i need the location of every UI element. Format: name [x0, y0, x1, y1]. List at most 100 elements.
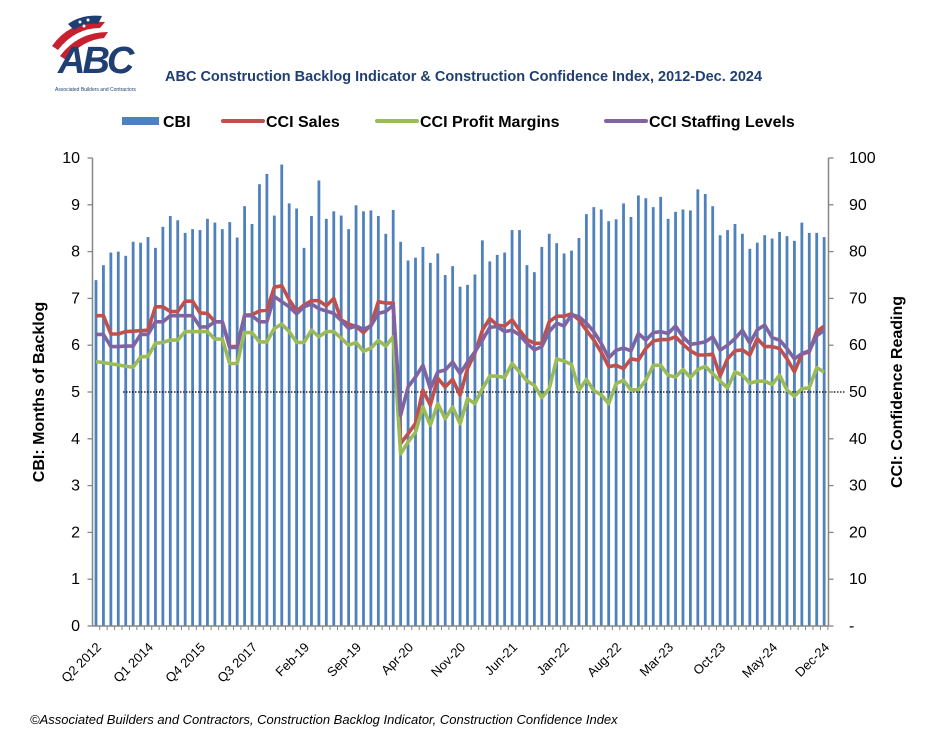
cbi-bar: [295, 208, 299, 626]
cbi-bar: [94, 280, 98, 626]
cbi-bar: [644, 198, 648, 627]
cbi-bar: [258, 184, 261, 626]
cbi-bar: [822, 237, 826, 627]
left-tick-label: 2: [71, 524, 80, 541]
cbi-bar: [369, 210, 373, 626]
cbi-bar: [651, 207, 655, 626]
right-tick-label: 90: [849, 197, 867, 214]
cbi-bar: [555, 243, 559, 626]
cbi-bar: [213, 222, 217, 627]
cbi-bar: [622, 203, 625, 626]
right-axis-title: CCI: Confidence Reading: [889, 296, 906, 488]
cbi-bar: [681, 209, 685, 627]
series-line-cci-profit-margins: [95, 322, 825, 456]
cbi-bar: [332, 211, 336, 627]
cbi-bar: [131, 241, 135, 626]
cbi-bar: [570, 250, 573, 626]
x-tick-label: Aug-22: [584, 640, 624, 680]
cbi-bar: [718, 235, 722, 626]
right-tick-label: 20: [849, 524, 867, 541]
cbi-bar: [599, 209, 603, 627]
cbi-bar: [287, 203, 291, 626]
x-tick-label: Feb-19: [272, 640, 312, 680]
x-tick-label: Nov-20: [428, 640, 468, 680]
cbi-bar: [116, 251, 120, 626]
cbi-bar: [191, 229, 194, 627]
cbi-bar: [532, 272, 536, 626]
cbi-bar: [250, 223, 254, 626]
cbi-bar: [607, 221, 611, 626]
legend-item-cci-staffing-levels[interactable]: CCI Staffing Levels: [604, 114, 795, 131]
cbi-bar: [280, 164, 284, 626]
cbi-bar: [161, 226, 165, 626]
cbi-bar: [243, 206, 246, 627]
left-tick-label: 3: [71, 478, 80, 495]
chart-title: ABC Construction Backlog Indicator & Con…: [165, 69, 762, 85]
cbi-bar: [666, 218, 670, 626]
cbi-bar: [376, 216, 380, 627]
cbi-bar: [815, 232, 819, 626]
x-tick-label: Q1 2014: [110, 640, 156, 686]
cbi-bar: [339, 215, 343, 626]
cbi-bar: [384, 233, 388, 627]
cbi-bar: [547, 233, 551, 627]
cbi-bar: [584, 214, 588, 626]
left-tick-label: 1: [71, 571, 80, 588]
x-tick-label: Q4 2015: [162, 640, 208, 686]
x-tick-label: May-24: [739, 640, 780, 681]
cbi-bar: [466, 284, 469, 626]
cbi-bar: [414, 257, 417, 626]
cbi-bar: [577, 238, 581, 626]
cbi-bar: [198, 230, 202, 626]
legend-label-cbi: CBI: [163, 114, 191, 131]
cbi-bar: [659, 196, 663, 626]
cbi-bar: [220, 229, 224, 627]
cbi-bar: [310, 216, 313, 627]
cbi-bar: [265, 173, 269, 627]
logo-subtext: Associated Builders and Contractors: [55, 87, 136, 93]
cbi-bar: [302, 247, 306, 626]
legend-item-cbi[interactable]: CBI: [122, 114, 191, 131]
cbi-bar: [726, 230, 729, 626]
cbi-bar: [124, 255, 128, 626]
cbi-bar: [354, 205, 358, 626]
legend-item-cci-sales[interactable]: CCI Sales: [221, 114, 340, 131]
cbi-bar: [228, 222, 232, 626]
right-tick-label: 70: [849, 290, 867, 307]
right-tick-label: 50: [849, 384, 867, 401]
left-tick-label: 6: [71, 337, 80, 354]
legend-label-cci-profit-margins: CCI Profit Margins: [420, 114, 560, 131]
cbi-bar: [362, 211, 365, 627]
cbi-bar: [748, 248, 752, 627]
left-tick-label: 8: [71, 244, 80, 261]
cbi-bar: [755, 242, 759, 626]
footnote: ©Associated Builders and Contractors, Co…: [30, 712, 618, 727]
left-tick-label: 0: [71, 618, 80, 635]
cci-lines: [95, 283, 846, 456]
cbi-bar: [510, 230, 514, 626]
cbi-bar: [689, 210, 692, 626]
cbi-bar: [562, 253, 566, 627]
x-tick-label: Q2 2012: [58, 640, 104, 686]
cbi-bar: [458, 286, 462, 626]
right-tick-label: 30: [849, 478, 867, 495]
cbi-bar: [428, 262, 432, 626]
cbi-bar: [317, 180, 321, 627]
cbi-bar: [235, 237, 239, 626]
left-tick-label: 5: [71, 384, 80, 401]
cbi-bar: [636, 195, 640, 626]
cbi-bar: [272, 215, 276, 626]
cbi-bar: [206, 218, 209, 626]
cbi-bar: [733, 223, 737, 626]
cbi-bar: [741, 233, 744, 627]
cbi-bar: [146, 237, 150, 627]
cbi-bar: [473, 274, 477, 626]
cbi-bar: [518, 230, 521, 626]
cbi-bar: [324, 218, 328, 626]
legend-item-cci-profit-margins[interactable]: CCI Profit Margins: [375, 114, 560, 131]
x-tick-label: Jun-21: [481, 640, 520, 679]
left-tick-label: 10: [62, 150, 80, 167]
cbi-bar: [436, 253, 440, 627]
cbi-bar: [711, 206, 715, 627]
legend-label-cci-staffing-levels: CCI Staffing Levels: [649, 114, 795, 131]
